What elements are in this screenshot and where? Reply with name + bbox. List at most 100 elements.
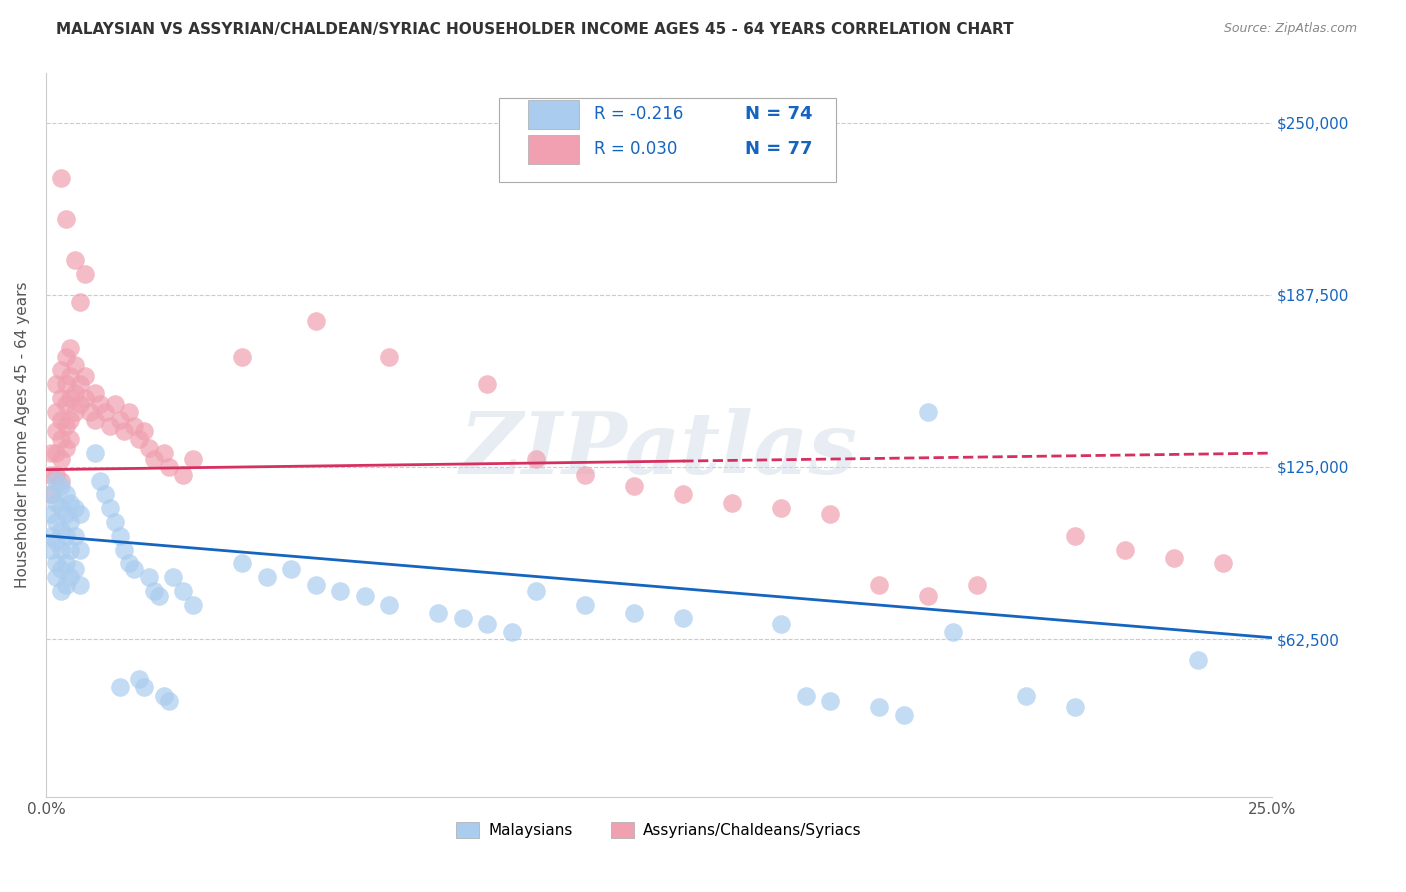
Point [1114, 542, 1136, 557]
Point [45, 534, 67, 549]
Point [39, 542, 62, 557]
Point [820, 507, 842, 521]
Point [122, 562, 145, 576]
Point [45, 405, 67, 419]
Point [574, 598, 596, 612]
Point [917, 405, 939, 419]
Point [49, 583, 72, 598]
Point [820, 694, 842, 708]
Point [104, 396, 127, 410]
Point [39, 529, 62, 543]
Text: N = 74: N = 74 [745, 105, 813, 123]
Point [45, 515, 67, 529]
Point [49, 562, 72, 576]
Point [45, 424, 67, 438]
Point [1064, 699, 1087, 714]
Point [55, 211, 77, 226]
Point [45, 496, 67, 510]
Point [45, 446, 67, 460]
Point [55, 396, 77, 410]
Point [39, 446, 62, 460]
Point [59, 342, 82, 356]
Text: MALAYSIAN VS ASSYRIAN/CHALDEAN/SYRIAC HOUSEHOLDER INCOME AGES 45 - 64 YEARS CORR: MALAYSIAN VS ASSYRIAN/CHALDEAN/SYRIAC HO… [56, 22, 1014, 37]
Text: ZIPatlas: ZIPatlas [460, 408, 858, 491]
Point [132, 424, 155, 438]
Point [98, 418, 121, 433]
Point [65, 253, 87, 268]
Point [304, 578, 326, 592]
Point [59, 433, 82, 447]
Point [39, 507, 62, 521]
Point [49, 413, 72, 427]
Point [65, 562, 87, 576]
Point [55, 507, 77, 521]
Point [45, 557, 67, 571]
Point [966, 578, 988, 592]
Point [157, 694, 180, 708]
Point [65, 385, 87, 400]
Point [118, 405, 141, 419]
Point [94, 405, 117, 419]
Point [55, 441, 77, 455]
Point [172, 583, 194, 598]
Point [49, 170, 72, 185]
Point [152, 689, 174, 703]
Point [49, 523, 72, 537]
Point [49, 391, 72, 405]
Point [55, 418, 77, 433]
Point [1015, 689, 1038, 703]
Point [69, 377, 91, 392]
Point [49, 451, 72, 466]
Point [893, 707, 915, 722]
Point [721, 496, 744, 510]
Point [69, 507, 91, 521]
Point [69, 578, 91, 592]
Point [623, 606, 645, 620]
Point [280, 562, 302, 576]
Point [39, 487, 62, 501]
Point [45, 570, 67, 584]
Point [142, 583, 165, 598]
Point [477, 377, 499, 392]
Point [65, 358, 87, 372]
Point [108, 529, 131, 543]
Point [59, 542, 82, 557]
FancyBboxPatch shape [499, 98, 837, 182]
Point [75, 369, 97, 384]
Point [39, 487, 62, 501]
Point [770, 501, 793, 516]
Point [98, 501, 121, 516]
Point [304, 314, 326, 328]
Point [1187, 653, 1209, 667]
Point [770, 616, 793, 631]
Point [868, 699, 890, 714]
Point [49, 479, 72, 493]
Point [256, 570, 278, 584]
Point [84, 413, 107, 427]
Point [69, 542, 91, 557]
Point [794, 689, 817, 703]
Text: Source: ZipAtlas.com: Source: ZipAtlas.com [1223, 22, 1357, 36]
Point [69, 396, 91, 410]
Point [75, 391, 97, 405]
Text: N = 77: N = 77 [745, 140, 813, 158]
Point [89, 474, 111, 488]
Point [138, 441, 160, 455]
Point [132, 680, 155, 694]
Point [49, 501, 72, 516]
Point [59, 570, 82, 584]
Point [89, 396, 111, 410]
Point [65, 529, 87, 543]
Point [55, 487, 77, 501]
Point [162, 570, 184, 584]
Point [1064, 529, 1087, 543]
Point [59, 369, 82, 384]
Legend: Malaysians, Assyrians/Chaldeans/Syriacs: Malaysians, Assyrians/Chaldeans/Syriacs [450, 816, 868, 844]
Point [75, 267, 97, 281]
Point [45, 474, 67, 488]
Point [55, 557, 77, 571]
Point [574, 468, 596, 483]
Point [59, 413, 82, 427]
Point [39, 468, 62, 483]
Point [49, 474, 72, 488]
